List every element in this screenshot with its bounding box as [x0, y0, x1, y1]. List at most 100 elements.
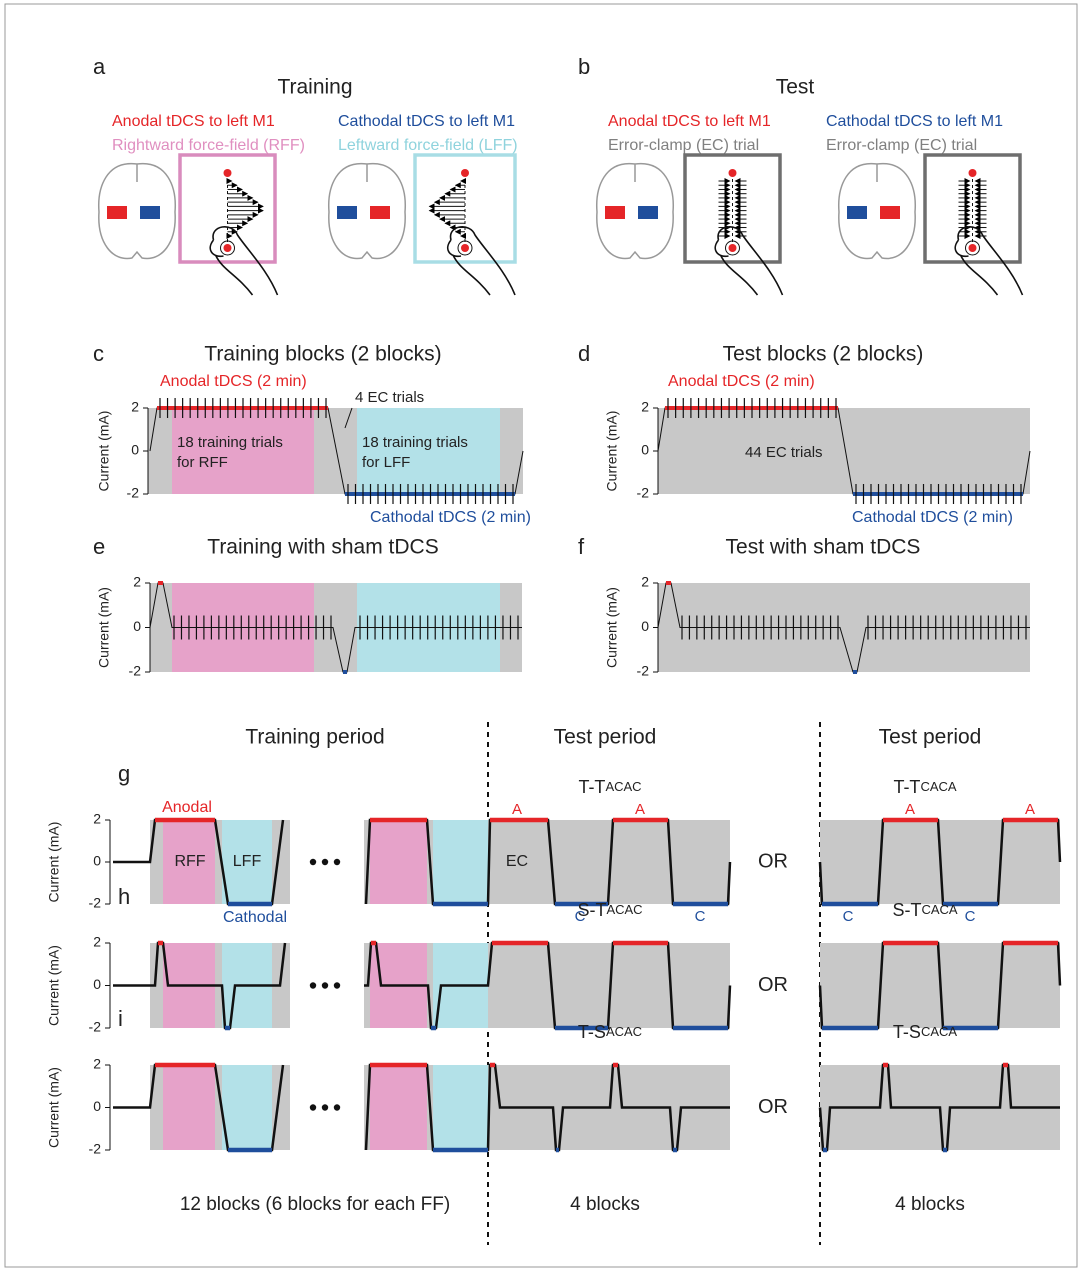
rff-label: RFF — [174, 853, 205, 870]
ellipsis-dot — [334, 859, 340, 865]
panel-title: Training — [277, 76, 352, 99]
target — [969, 169, 977, 177]
condition-name-sub: CACA — [921, 902, 957, 917]
ec-label: 44 EC trials — [745, 444, 823, 461]
anodal-label: Anodal — [162, 799, 212, 816]
anodal-abbrev: A — [512, 801, 522, 818]
condition-name: S-TCACA — [892, 900, 957, 920]
y-tick-label: -2 — [89, 895, 102, 911]
y-tick-label: 0 — [133, 618, 141, 634]
condition-name-sub: CACA — [920, 779, 956, 794]
panel-label: g — [118, 761, 130, 786]
condition-name-main: T-T — [578, 777, 605, 797]
period-header: Training period — [245, 726, 384, 749]
period-header: Test period — [879, 726, 982, 749]
trial-label: Error-clamp (EC) trial — [826, 137, 977, 154]
cathodal-label: Cathodal tDCS (2 min) — [852, 509, 1013, 526]
ellipsis-dot — [310, 1104, 316, 1110]
rff-region — [172, 408, 314, 494]
figure: aTrainingAnodal tDCS to left M1Rightward… — [0, 0, 1083, 1272]
ellipsis-dot — [322, 1104, 328, 1110]
y-axis-label: Current (mA) — [46, 1067, 62, 1148]
block-count: 12 blocks (6 blocks for each FF) — [180, 1194, 450, 1215]
ellipsis-dot — [334, 1104, 340, 1110]
condition-name-main: T-S — [893, 1022, 921, 1042]
block-count: 4 blocks — [895, 1194, 965, 1215]
y-tick-label: 0 — [641, 618, 649, 634]
lff-label: LFF — [233, 853, 262, 870]
lff-label: for LFF — [362, 454, 410, 471]
cursor — [729, 244, 737, 252]
cathodal-abbrev: C — [965, 908, 976, 925]
block-count: 4 blocks — [570, 1194, 640, 1215]
or-label: OR — [758, 1096, 788, 1118]
condition-name: T-TCACA — [893, 777, 956, 797]
rff-region — [163, 1065, 215, 1150]
condition-name: T-TACAC — [578, 777, 641, 797]
condition-name: T-SACAC — [578, 1022, 642, 1042]
y-tick-label: -2 — [637, 485, 650, 501]
cursor — [969, 244, 977, 252]
ellipsis-dot — [310, 859, 316, 865]
rff-label: for RFF — [177, 454, 228, 471]
y-tick-label: -2 — [89, 1019, 102, 1035]
condition-name: T-SCACA — [893, 1022, 957, 1042]
panel-title: Test with sham tDCS — [726, 536, 921, 559]
lff-region — [433, 820, 488, 904]
stim-label: Cathodal tDCS to left M1 — [338, 113, 515, 130]
target — [224, 169, 232, 177]
y-axis-label: Current (mA) — [604, 587, 620, 668]
y-tick-label: 0 — [93, 853, 101, 869]
panel-label: f — [578, 534, 585, 559]
panel-label: a — [93, 54, 106, 79]
or-label: OR — [758, 974, 788, 996]
y-tick-label: 2 — [93, 1056, 101, 1072]
rff-label: 18 training trials — [177, 434, 283, 451]
electrode — [638, 206, 658, 219]
target — [729, 169, 737, 177]
trial-label: Error-clamp (EC) trial — [608, 137, 759, 154]
panel-label: c — [93, 341, 104, 366]
condition-name-sub: ACAC — [606, 1024, 642, 1039]
ec-label: EC — [506, 853, 528, 870]
panel-label: i — [118, 1006, 123, 1031]
rff-region — [370, 820, 427, 904]
electrode — [847, 206, 867, 219]
cathodal-label: Cathodal — [223, 909, 287, 926]
y-tick-label: -2 — [637, 663, 650, 679]
cathodal-abbrev: C — [843, 908, 854, 925]
y-tick-label: 0 — [93, 1098, 101, 1114]
cathodal-abbrev: C — [695, 908, 706, 925]
electrode — [880, 206, 900, 219]
electrode — [107, 206, 127, 219]
y-tick-label: 0 — [641, 442, 649, 458]
y-axis-label: Current (mA) — [96, 587, 112, 668]
electrode — [605, 206, 625, 219]
trial-label: Leftward force-field (LFF) — [338, 137, 518, 154]
stim-label: Cathodal tDCS to left M1 — [826, 113, 1003, 130]
panel-title: Test — [776, 76, 815, 99]
y-tick-label: 2 — [131, 399, 139, 415]
panel-label: h — [118, 884, 130, 909]
panel-title: Training with sham tDCS — [207, 536, 438, 559]
panel-title: Test blocks (2 blocks) — [723, 343, 924, 366]
anodal-abbrev: A — [635, 801, 645, 818]
y-tick-label: -2 — [89, 1141, 102, 1157]
ec-label: 4 EC trials — [355, 389, 424, 406]
ellipsis-dot — [334, 982, 340, 988]
y-tick-label: 2 — [641, 574, 649, 590]
electrode — [140, 206, 160, 219]
ellipsis-dot — [322, 982, 328, 988]
period-header: Test period — [554, 726, 657, 749]
cursor — [224, 244, 232, 252]
or-label: OR — [758, 850, 788, 872]
anodal-abbrev: A — [1025, 801, 1035, 818]
block-background — [658, 408, 1030, 494]
y-axis-label: Current (mA) — [96, 411, 112, 492]
y-tick-label: 2 — [133, 574, 141, 590]
stim-label: Anodal tDCS to left M1 — [112, 113, 275, 130]
electrode — [370, 206, 390, 219]
anodal-label: Anodal tDCS (2 min) — [668, 373, 815, 390]
condition-name-main: T-S — [578, 1022, 606, 1042]
anodal-label: Anodal tDCS (2 min) — [160, 373, 307, 390]
